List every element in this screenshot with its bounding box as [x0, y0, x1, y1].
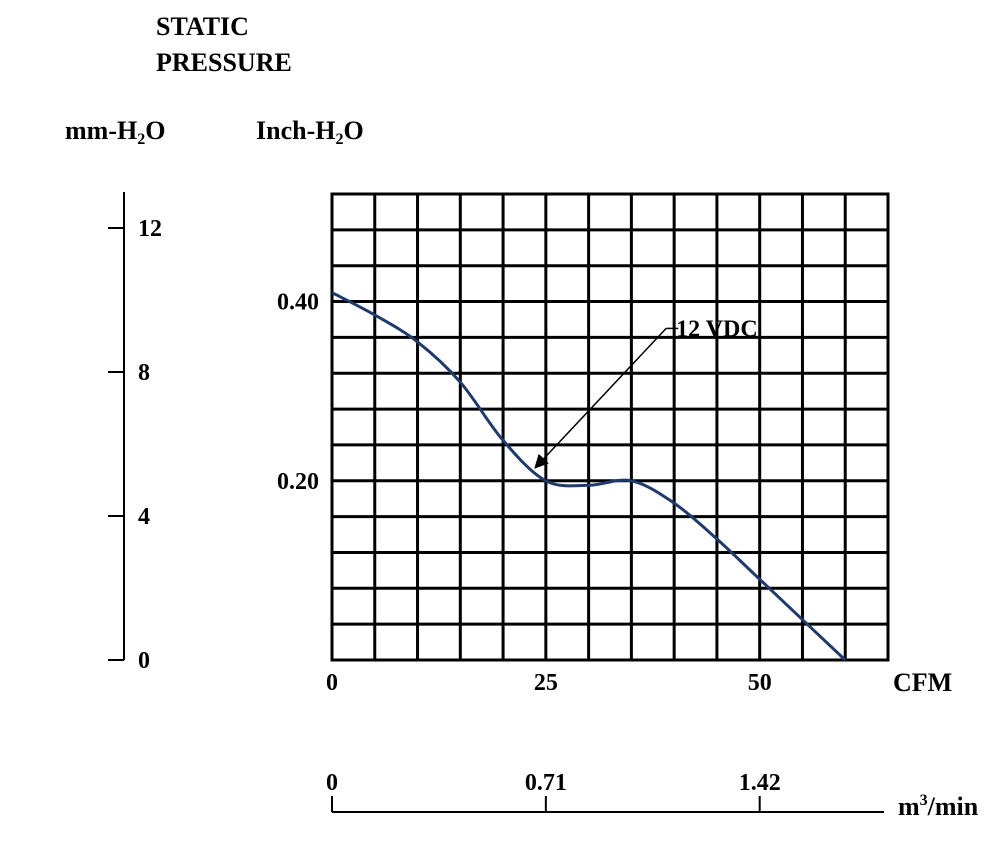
series-line-12vdc — [331, 291, 847, 662]
x-tick-label: 25 — [534, 670, 558, 696]
m3-per-min-tick-label: 1.42 — [739, 770, 781, 796]
inch-h2o-axis-unit-label: Inch-H2O — [256, 116, 364, 148]
x-tick-label: 50 — [748, 670, 772, 696]
mm-h2o-tick-label: 8 — [138, 360, 150, 386]
mm-h2o-tick-label: 12 — [138, 216, 162, 242]
chart-title-line-2: PRESSURE — [156, 48, 292, 77]
mm-h2o-tick-label: 4 — [138, 504, 150, 530]
chart-title-line-1: STATIC — [156, 12, 249, 41]
annotation-label-12vdc: 12 VDC — [676, 316, 758, 342]
plot-frame — [330, 192, 890, 662]
y-tick-label: 0.20 — [277, 469, 319, 495]
m3-per-min-axis-unit-label: m3/min — [898, 792, 979, 821]
cfm-axis-unit-label: CFM — [893, 668, 953, 697]
m3-per-min-tick-label: 0.71 — [525, 770, 567, 796]
x-tick-label: 0 — [326, 670, 338, 696]
mm-h2o-axis-unit-label: mm-H2O — [65, 116, 166, 148]
y-tick-label: 0.40 — [277, 290, 319, 316]
mm-h2o-tick-label: 0 — [138, 648, 150, 674]
m3-per-min-tick-label: 0 — [326, 770, 338, 796]
annotation-arrow — [534, 327, 667, 469]
